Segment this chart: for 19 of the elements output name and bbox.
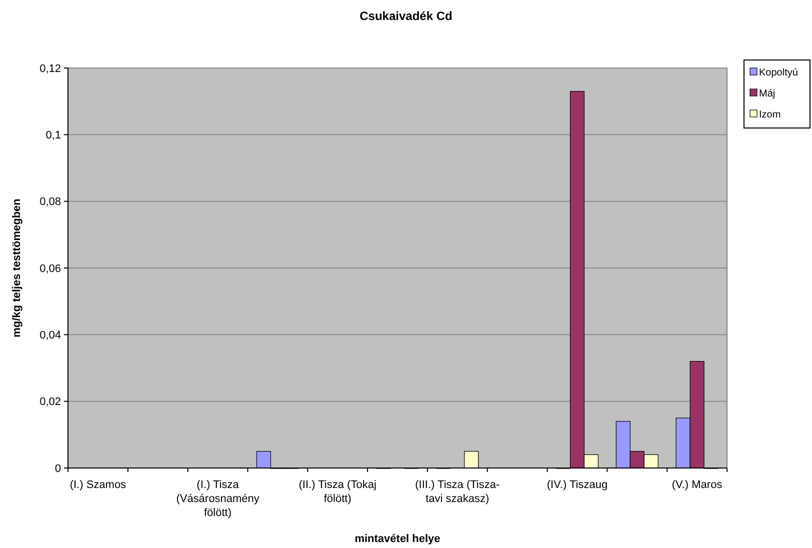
y-axis-title: mg/kg teljes testtömegben	[11, 198, 23, 338]
y-tick-label: 0,08	[40, 196, 61, 208]
legend-label: Izom	[759, 110, 781, 120]
chart-title: Csukaivadék Cd	[360, 9, 452, 23]
x-axis-title: mintavétel helye	[354, 533, 440, 545]
x-tick-label: (IV.) Tiszaug	[546, 479, 608, 491]
y-tick-label: 0	[54, 462, 61, 475]
x-tick-label: (I.) Tisza (Vásárosnamény fölött)	[176, 479, 260, 519]
y-tick-label: 0,12	[40, 62, 61, 75]
y-tick-label: 0,04	[40, 330, 61, 342]
x-tick-label: (III.) Tisza (Tisza-tavi szakasz)	[415, 479, 500, 505]
x-tick-label: (V.) Maros	[672, 479, 723, 491]
legend-label: Kopoltyú	[759, 68, 798, 78]
y-tick-label: 0,1	[46, 130, 61, 142]
y-tick-label: 0,06	[40, 262, 61, 275]
x-tick-label: (I.) Szamos	[70, 479, 127, 491]
y-tick-label: 0,02	[40, 396, 61, 408]
x-tick-label: (II.) Tisza (Tokaj fölött)	[298, 479, 376, 505]
legend-label: Máj	[759, 88, 776, 100]
